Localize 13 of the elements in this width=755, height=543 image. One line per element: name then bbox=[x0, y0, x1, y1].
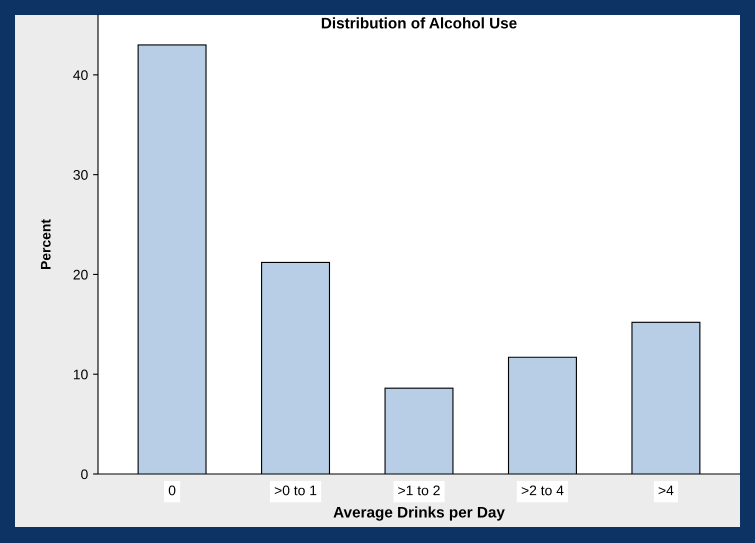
y-tick-label: 30 bbox=[73, 170, 88, 180]
x-tick-label: >1 to 2 bbox=[398, 485, 440, 496]
y-tick-label: 20 bbox=[74, 270, 88, 280]
y-axis-title: Percent bbox=[40, 219, 51, 270]
chart-title: Distribution of Alcohol Use bbox=[322, 17, 517, 29]
x-tick-label: >2 to 4 bbox=[522, 485, 564, 496]
x-tick-label: >0 to 1 bbox=[274, 485, 316, 496]
x-axis-title: Average Drinks per Day bbox=[333, 506, 505, 521]
y-tick-label: 10 bbox=[74, 370, 88, 380]
x-tick-label: 0 bbox=[168, 485, 176, 496]
y-tick-label: 40 bbox=[73, 70, 88, 80]
y-tick-label: 0 bbox=[81, 469, 88, 480]
x-tick-label: >4 bbox=[658, 486, 674, 496]
